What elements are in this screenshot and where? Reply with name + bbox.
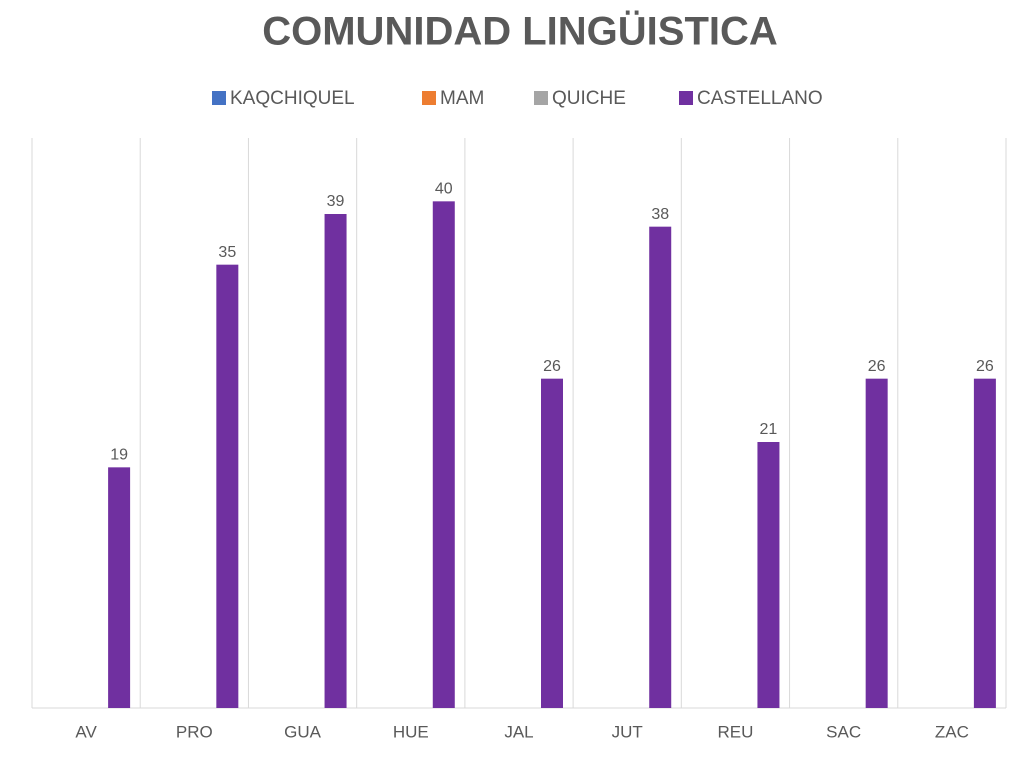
data-label: 21 xyxy=(760,421,778,438)
legend-label: CASTELLANO xyxy=(697,88,823,109)
x-tick-label: JAL xyxy=(504,722,533,741)
x-tick-label: SAC xyxy=(826,722,861,741)
legend-label: KAQCHIQUEL xyxy=(230,88,355,109)
legend-swatch xyxy=(679,91,693,105)
legend-swatch xyxy=(212,91,226,105)
data-label: 38 xyxy=(651,206,669,223)
bar xyxy=(432,201,455,709)
data-label: 35 xyxy=(218,244,236,261)
data-label: 19 xyxy=(110,447,128,464)
x-tick-label: ZAC xyxy=(935,722,969,741)
chart-title: COMUNIDAD LINGÜISTICA xyxy=(262,9,778,54)
bar xyxy=(324,214,347,708)
bar xyxy=(216,264,239,708)
bar xyxy=(757,442,780,708)
legend-swatch xyxy=(422,91,436,105)
data-label: 26 xyxy=(868,358,886,375)
bar xyxy=(108,467,131,708)
data-label: 40 xyxy=(435,181,453,198)
legend-label: MAM xyxy=(440,88,484,109)
bar xyxy=(541,378,563,708)
bar xyxy=(973,378,996,708)
data-label: 26 xyxy=(976,358,994,375)
data-label: 39 xyxy=(327,193,345,210)
bar xyxy=(865,378,888,708)
x-tick-label: REU xyxy=(717,722,753,741)
legend-swatch xyxy=(534,91,548,105)
data-label: 26 xyxy=(543,358,561,375)
x-tick-label: JUT xyxy=(612,722,643,741)
legend-label: QUICHE xyxy=(552,88,626,109)
bar xyxy=(649,226,672,708)
x-tick-label: HUE xyxy=(393,722,429,741)
x-tick-label: AV xyxy=(75,722,97,741)
x-tick-label: PRO xyxy=(176,722,213,741)
x-tick-label: GUA xyxy=(284,722,322,741)
